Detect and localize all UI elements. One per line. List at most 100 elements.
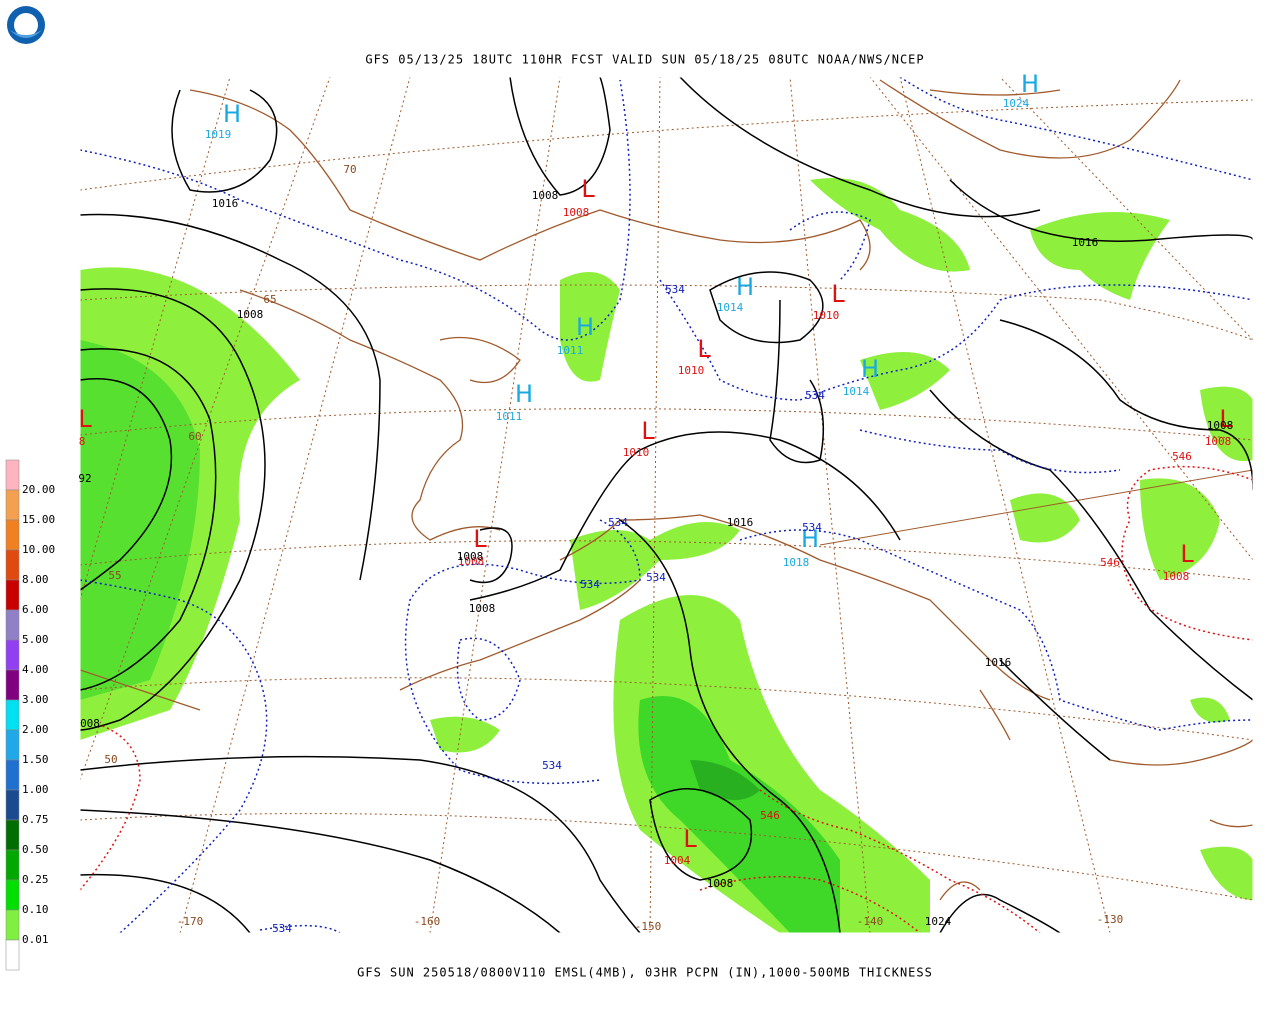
isobar-label: 1008 bbox=[532, 189, 559, 202]
legend-swatch bbox=[5, 669, 20, 701]
legend-label: 0.25 bbox=[22, 873, 49, 886]
center-symbol: H bbox=[861, 355, 879, 383]
legend-label: 15.00 bbox=[22, 513, 55, 526]
isobar-label: 1008 bbox=[237, 308, 264, 321]
center-symbol: L bbox=[473, 525, 487, 553]
center-pressure: 1010 bbox=[678, 364, 705, 377]
map-caption: GFS SUN 250518/0800V110 EMSL(4MB), 03HR … bbox=[357, 966, 933, 980]
center-symbol: H bbox=[1021, 70, 1039, 98]
isobar-label: 1016 bbox=[727, 516, 754, 529]
center-symbol: H bbox=[801, 525, 819, 553]
legend-swatch bbox=[5, 789, 20, 821]
center-pressure: 1011 bbox=[496, 410, 523, 423]
legend-label: 5.00 bbox=[22, 633, 49, 646]
isobar-label: 1008 bbox=[1207, 419, 1234, 432]
thickness-546 bbox=[80, 465, 1253, 933]
legend-swatch bbox=[5, 699, 20, 731]
graticule-label: 50 bbox=[104, 753, 117, 766]
legend-label: 4.00 bbox=[22, 663, 49, 676]
graticule-label: -170 bbox=[177, 915, 204, 928]
isobar-label: 1024 bbox=[925, 915, 952, 928]
isobar-label: 008 bbox=[80, 717, 100, 730]
graticule-label: 65 bbox=[263, 293, 276, 306]
precip-areas bbox=[80, 178, 1253, 933]
legend-swatch bbox=[5, 489, 20, 521]
thickness-label: 534 bbox=[802, 521, 822, 534]
isobar-label: 92 bbox=[78, 472, 91, 485]
graticule-label: -150 bbox=[635, 920, 662, 933]
legend-label: 8.00 bbox=[22, 573, 49, 586]
thickness-label: 534 bbox=[646, 571, 666, 584]
center-symbol: H bbox=[576, 313, 594, 341]
legend-label: 6.00 bbox=[22, 603, 49, 616]
center-symbol: L bbox=[683, 825, 697, 853]
center-symbol: H bbox=[736, 273, 754, 301]
thickness-label: 546 bbox=[1172, 450, 1192, 463]
dateline bbox=[819, 469, 1253, 546]
center-pressure: 1008 bbox=[1205, 435, 1232, 448]
isobars bbox=[80, 77, 1253, 933]
legend-label: 0.01 bbox=[22, 933, 49, 946]
legend-swatch bbox=[5, 609, 20, 641]
thickness-label: 534 bbox=[665, 283, 685, 296]
legend-swatch bbox=[5, 729, 20, 761]
center-pressure: 1008 bbox=[563, 206, 590, 219]
center-pressure: 1011 bbox=[557, 344, 584, 357]
center-pressure: 1014 bbox=[717, 301, 744, 314]
legend-swatch bbox=[5, 909, 20, 941]
thickness-label: 534 bbox=[805, 389, 825, 402]
legend-label: 0.50 bbox=[22, 843, 49, 856]
center-symbol: L bbox=[831, 280, 845, 308]
thickness-534 bbox=[80, 77, 1253, 933]
isobar-label: 1008 bbox=[707, 877, 734, 890]
legend-swatch bbox=[5, 579, 20, 611]
center-symbol: L bbox=[78, 405, 92, 433]
graticule-label: 55 bbox=[108, 569, 121, 582]
isobar-label: 1008 bbox=[457, 550, 484, 563]
legend-label: 1.00 bbox=[22, 783, 49, 796]
precip-legend: 20.00 15.00 10.00 8.00 6.00 5.00 4.00 3.00 2.00 1… bbox=[5, 459, 55, 971]
center-pressure: 1010 bbox=[813, 309, 840, 322]
map-title: GFS 05/13/25 18UTC 110HR FCST VALID SUN … bbox=[365, 53, 924, 67]
center-pressure: 1008 bbox=[458, 555, 485, 568]
legend-swatch bbox=[5, 519, 20, 551]
legend-swatch bbox=[5, 759, 20, 791]
legend-label: 1.50 bbox=[22, 753, 49, 766]
map-frame bbox=[79, 76, 1254, 934]
isobar-label: 1016 bbox=[985, 656, 1012, 669]
legend-label: 2.00 bbox=[22, 723, 49, 736]
legend-label: 10.00 bbox=[22, 543, 55, 556]
legend-swatch bbox=[5, 879, 20, 911]
graticule-labels: 70 65 60 55 50 -170 -160 -150 -140 -130 bbox=[104, 163, 1123, 933]
thickness-label: 546 bbox=[760, 809, 780, 822]
center-symbol: L bbox=[581, 175, 595, 203]
thickness-label: 534 bbox=[580, 578, 600, 591]
center-pressure: 1024 bbox=[1003, 97, 1030, 110]
center-symbol: L bbox=[1219, 405, 1233, 433]
legend-swatch bbox=[5, 939, 20, 971]
graticule-label: -140 bbox=[857, 915, 884, 928]
center-pressure: 1019 bbox=[205, 128, 232, 141]
center-pressure: 1008 bbox=[1163, 570, 1190, 583]
isobar-labels: 1016100810081016100892101610081008101600… bbox=[78, 189, 1233, 928]
legend-swatch bbox=[5, 549, 20, 581]
map-body bbox=[80, 77, 1253, 933]
center-pressure: 8 bbox=[79, 435, 86, 448]
isobar-label: 1008 bbox=[469, 602, 496, 615]
noaa-logo-wave bbox=[10, 30, 42, 38]
center-symbol: L bbox=[1180, 540, 1194, 568]
center-symbol: L bbox=[697, 335, 711, 363]
legend-label: 3.00 bbox=[22, 693, 49, 706]
legend-swatch bbox=[5, 459, 20, 491]
center-symbol: L bbox=[641, 417, 655, 445]
legend-swatch bbox=[5, 849, 20, 881]
center-pressure: 1018 bbox=[783, 556, 810, 569]
center-pressure: 1004 bbox=[664, 854, 691, 867]
thickness-label: 534 bbox=[608, 516, 628, 529]
thickness-label: 534 bbox=[272, 922, 292, 935]
noaa-logo-inner bbox=[14, 13, 38, 37]
thickness-label: 534 bbox=[542, 759, 562, 772]
